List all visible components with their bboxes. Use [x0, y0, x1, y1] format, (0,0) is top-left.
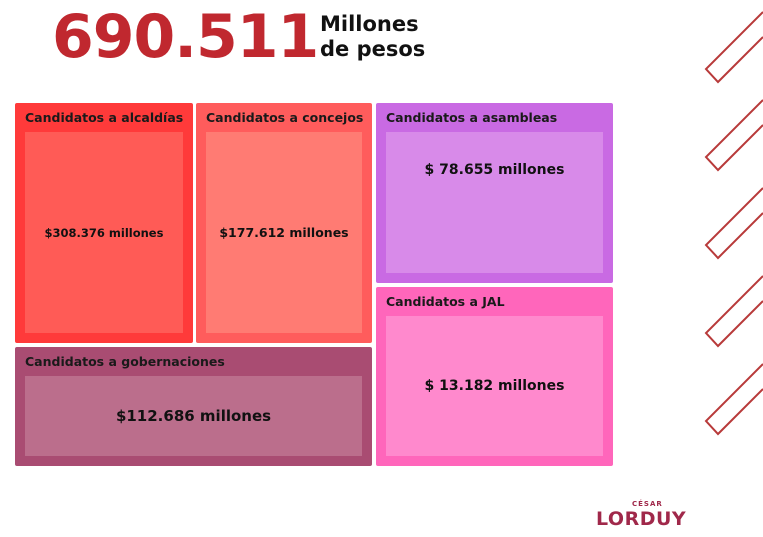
box-amount: $177.612 millones: [219, 225, 349, 240]
brand-name: LORDUY: [596, 508, 687, 530]
box-title: Candidatos a alcaldías: [25, 110, 184, 125]
box-title: Candidatos a concejos: [206, 110, 364, 125]
decoration: [704, 11, 763, 436]
unit-label: de pesos: [320, 37, 426, 61]
box-amount: $112.686 millones: [115, 407, 272, 425]
box-amount: $ 78.655 millones: [424, 162, 565, 178]
box-inner: $112.686 millones: [25, 376, 362, 456]
brand-small: CÉSAR: [632, 500, 663, 508]
box-title: Candidatos a JAL: [386, 294, 505, 309]
box-inner: $177.612 millones: [206, 132, 362, 333]
box-inner: $ 13.182 millones: [386, 316, 603, 456]
category-box: Candidatos a gobernaciones $112.686 mill…: [15, 347, 372, 466]
box-amount: $308.376 millones: [44, 225, 164, 240]
box-title: Candidatos a asambleas: [386, 110, 558, 125]
box-title: Candidatos a gobernaciones: [25, 354, 225, 369]
category-box: Candidatos a asambleas $ 78.655 millones: [376, 103, 613, 283]
unit-label: Millones: [320, 12, 419, 36]
box-inner: $308.376 millones: [25, 132, 183, 333]
category-box: Candidatos a concejos $177.612 millones: [196, 103, 372, 343]
box-inner: $ 78.655 millones: [386, 132, 603, 273]
category-box: Candidatos a alcaldías $308.376 millones: [15, 103, 193, 343]
category-box: Candidatos a JAL $ 13.182 millones: [376, 287, 613, 466]
box-amount: $ 13.182 millones: [424, 378, 565, 394]
total-amount: 690.511: [52, 2, 319, 72]
